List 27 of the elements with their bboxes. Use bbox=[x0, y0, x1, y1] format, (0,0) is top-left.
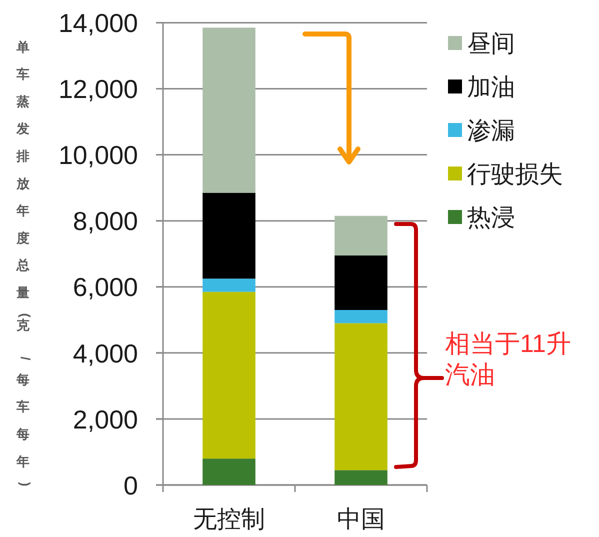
y-tick-label: 14,000 bbox=[58, 8, 138, 38]
text: 相当于11升汽油 bbox=[445, 330, 571, 389]
bar bbox=[334, 256, 388, 310]
bar bbox=[334, 470, 388, 485]
y-tick-label: 8,000 bbox=[72, 206, 138, 236]
bar bbox=[334, 310, 388, 324]
y-tick-label: 12,000 bbox=[58, 74, 138, 104]
y-tick-label: 4,000 bbox=[72, 338, 138, 368]
y-tick-label: 0 bbox=[124, 470, 138, 500]
bar bbox=[202, 292, 256, 459]
legend-label: 热浸 bbox=[467, 204, 515, 232]
legend-label: 加油 bbox=[467, 74, 515, 102]
bar bbox=[334, 216, 388, 256]
bar bbox=[334, 323, 388, 470]
legend-label: 渗漏 bbox=[467, 118, 515, 145]
x-tick-label: 中国 bbox=[337, 506, 385, 533]
text: 单车蒸发排放年度总量(克/每车每年) bbox=[16, 39, 34, 486]
bar bbox=[202, 192, 256, 279]
x-tick-label: 无控制 bbox=[193, 506, 265, 533]
legend-label: 昼间 bbox=[467, 30, 515, 58]
y-tick-label: 6,000 bbox=[72, 272, 138, 302]
bar bbox=[202, 278, 256, 292]
y-tick-label: 2,000 bbox=[72, 404, 138, 434]
bar bbox=[202, 458, 256, 485]
y-tick-label: 10,000 bbox=[58, 140, 138, 170]
bar bbox=[202, 28, 256, 193]
legend-label: 行驶损失 bbox=[467, 161, 563, 188]
